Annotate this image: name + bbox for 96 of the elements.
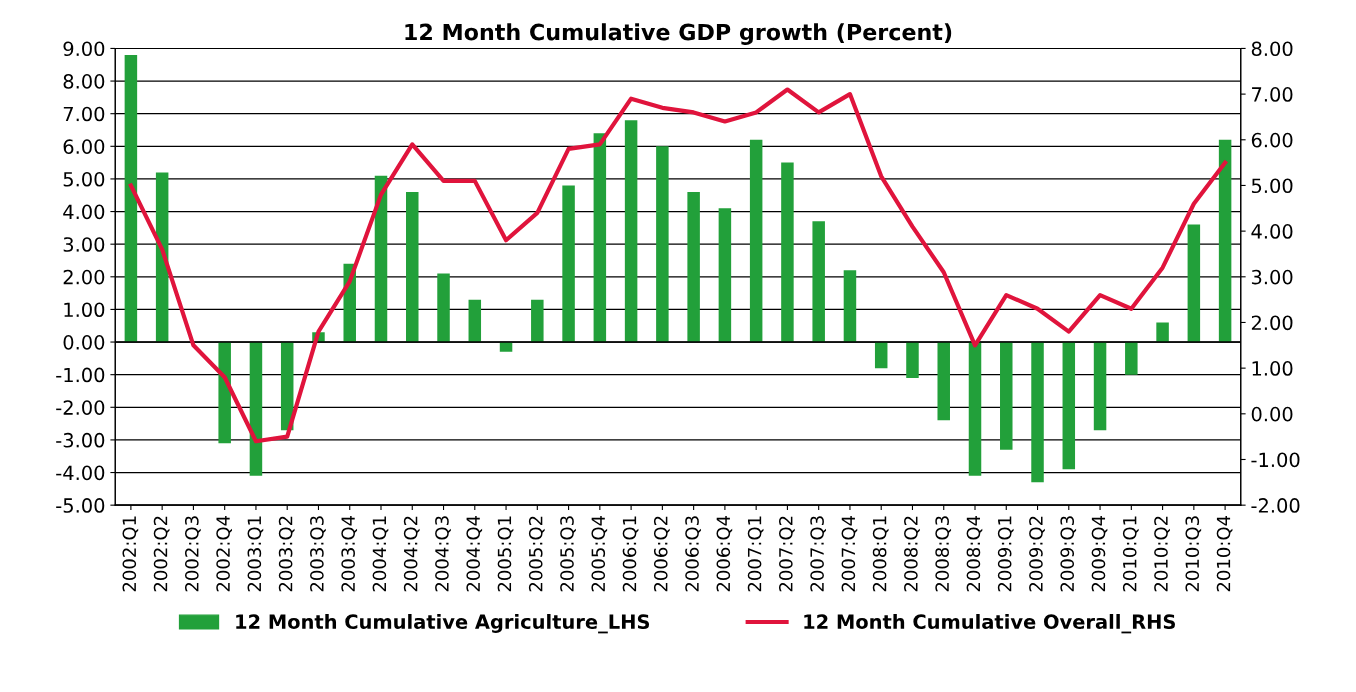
bar xyxy=(531,299,544,343)
y-tick-label: 3.00 xyxy=(63,237,105,252)
x-tick-label: 2003:Q4 xyxy=(341,515,358,592)
bar xyxy=(843,270,857,343)
bar xyxy=(1031,342,1044,483)
bar xyxy=(749,139,763,343)
bar xyxy=(1000,342,1013,450)
x-tick-label: 2008:Q2 xyxy=(904,516,920,592)
bar xyxy=(781,162,794,343)
x-tick-label: 2009:Q2 xyxy=(1029,516,1045,592)
y-tick-label: -1.00 xyxy=(56,367,105,383)
bar xyxy=(656,146,669,343)
chart-title: 12 Month Cumulative GDP growth (Percent) xyxy=(405,23,952,45)
x-tick-label: 2010:Q4 xyxy=(1216,515,1233,592)
bar xyxy=(280,342,294,431)
bar xyxy=(249,342,263,476)
x-tick-label: 2003:Q3 xyxy=(310,516,326,592)
bar xyxy=(1125,342,1138,375)
y2-tick-label: 8.00 xyxy=(1251,41,1293,57)
x-tick-label: 2004:Q4 xyxy=(466,515,483,592)
y-tick-label: -2.00 xyxy=(56,400,105,415)
bar xyxy=(812,221,825,343)
bar xyxy=(1218,139,1232,343)
legend-label: 12 Month Cumulative Agriculture_LHS xyxy=(236,614,650,634)
legend-label: 12 Month Cumulative Overall_RHS xyxy=(804,614,1175,634)
x-tick-label: 2008:Q4 xyxy=(966,515,983,592)
x-tick-label: 2006:Q2 xyxy=(653,516,670,592)
y-tick-label: -5.00 xyxy=(56,498,105,513)
x-tick-label: 2005:Q4 xyxy=(591,515,608,592)
x-tick-label: 2006:Q3 xyxy=(685,516,701,592)
bar xyxy=(906,342,919,378)
y-tick-label: 8.00 xyxy=(63,74,105,89)
y2-tick-label: 2.00 xyxy=(1251,315,1293,331)
x-tick-label: 2007:Q1 xyxy=(747,516,764,592)
x-tick-label: 2003:Q1 xyxy=(247,516,264,592)
bar xyxy=(124,54,138,343)
bar xyxy=(687,191,700,343)
y2-tick-label: 1.00 xyxy=(1252,361,1293,376)
line-series xyxy=(128,87,1228,444)
bar xyxy=(624,120,638,343)
y2-tick-label: 6.00 xyxy=(1251,132,1293,148)
y2-tick-label: 5.00 xyxy=(1251,178,1293,194)
y2-tick-label: -2.00 xyxy=(1251,498,1300,513)
bar xyxy=(718,208,732,343)
y-tick-label: 5.00 xyxy=(63,171,105,187)
y-tick-label: 0.00 xyxy=(63,335,105,350)
x-tick-label: 2009:Q4 xyxy=(1091,515,1108,592)
y2-tick-label: 7.00 xyxy=(1252,87,1293,102)
y2-tick-label: 0.00 xyxy=(1251,406,1293,422)
bar xyxy=(218,342,231,444)
x-tick-label: 2007:Q2 xyxy=(779,516,795,592)
y-tick-label: 2.00 xyxy=(63,269,105,285)
y-tick-label: 1.00 xyxy=(64,302,105,318)
bar xyxy=(1093,342,1107,431)
y-tick-label: 6.00 xyxy=(63,139,105,154)
y-tick-label: 7.00 xyxy=(63,106,105,122)
x-tick-label: 2003:Q2 xyxy=(278,516,295,592)
x-tick-label: 2005:Q3 xyxy=(560,516,576,592)
x-tick-label: 2010:Q2 xyxy=(1154,516,1170,592)
y-tick-label: 9.00 xyxy=(63,41,105,57)
bar xyxy=(593,133,607,343)
x-tick-label: 2006:Q1 xyxy=(622,516,639,592)
x-tick-label: 2002:Q3 xyxy=(185,516,201,592)
x-tick-label: 2008:Q3 xyxy=(935,516,952,592)
x-tick-label: 2008:Q1 xyxy=(872,516,889,592)
x-tick-label: 2009:Q3 xyxy=(1060,516,1077,592)
y-tick-label: -3.00 xyxy=(56,432,105,448)
y-tick-label: 4.00 xyxy=(63,204,105,220)
x-tick-label: 2007:Q4 xyxy=(841,515,858,592)
bar xyxy=(406,191,419,343)
bar xyxy=(1062,342,1076,470)
x-tick-label: 2002:Q4 xyxy=(216,515,232,592)
x-tick-label: 2009:Q1 xyxy=(997,516,1014,592)
x-tick-label: 2004:Q1 xyxy=(372,516,389,592)
y2-tick-label: 3.00 xyxy=(1251,269,1293,285)
x-tick-label: 2010:Q3 xyxy=(1185,516,1202,592)
x-tick-label: 2002:Q1 xyxy=(122,516,139,592)
bar xyxy=(468,299,482,343)
x-tick-label: 2005:Q2 xyxy=(528,516,545,592)
bar xyxy=(1187,224,1201,343)
bar xyxy=(968,342,982,476)
bar xyxy=(562,185,575,343)
x-tick-label: 2006:Q4 xyxy=(716,515,733,592)
bar xyxy=(874,342,888,369)
x-tick-label: 2004:Q3 xyxy=(435,516,451,592)
y-tick-label: -4.00 xyxy=(56,465,105,481)
bar xyxy=(937,342,950,421)
bar xyxy=(1156,322,1169,343)
x-tick-label: 2002:Q2 xyxy=(153,516,170,592)
x-tick-label: 2004:Q2 xyxy=(403,516,420,592)
bar xyxy=(437,273,450,343)
y2-tick-label: -1.00 xyxy=(1251,452,1300,468)
y2-tick-label: 4.00 xyxy=(1251,224,1293,239)
x-tick-label: 2010:Q1 xyxy=(1122,516,1139,592)
x-tick-label: 2007:Q3 xyxy=(810,516,826,592)
x-tick-label: 2005:Q1 xyxy=(497,516,514,592)
